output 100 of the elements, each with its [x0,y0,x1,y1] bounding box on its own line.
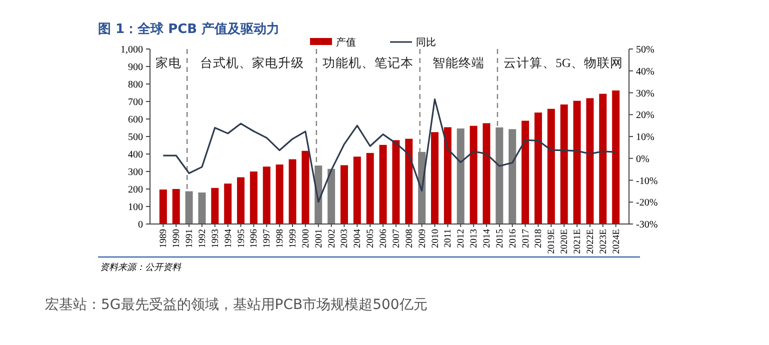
x-tick-label: 2021E [573,228,584,254]
annotation: 台式机、家电升级 [200,55,304,70]
y2-tick-label: 50% [636,44,654,56]
bar [456,128,464,224]
x-tick-label: 1998 [276,228,286,248]
bar [379,144,387,224]
bar [250,172,258,224]
bar [470,126,478,224]
x-tick-label: 2016 [508,228,518,248]
y2-tick-label: -30% [636,220,658,230]
line-series [162,98,617,203]
x-tick-label: 2022E [586,228,596,254]
x-tick-label: 1989 [159,228,170,248]
bar [482,123,490,224]
x-tick-label: 2001 [314,228,324,248]
bar [302,150,310,224]
text: 宏基站：5G最先受益的领域，基站用PCB市场规模超500亿元 [45,297,428,313]
x-tick-label: 2004 [353,228,364,248]
bar [392,140,400,224]
x-tick-label: 2002 [327,228,338,248]
y2-tick-label: 30% [636,88,654,100]
bar [224,184,232,224]
x-tick-label: 2011 [444,228,454,248]
x-tick-label: 2006 [379,228,390,248]
bar [599,94,607,224]
bar [534,112,542,224]
x-tick-label: 2018 [534,228,544,248]
x-tick-label: 2017 [521,228,532,248]
bar [612,90,620,224]
chart-title: 图 1：全球 PCB 产值及驱动力 [98,21,280,37]
annotation: 云计算、5G、物联网 [504,56,623,70]
y-tick-label: 500 [128,132,143,143]
x-tick-label: 2009 [418,228,428,248]
x-tick-label: 1996 [250,228,260,248]
annotation: 功能机、笔记本 [322,56,414,70]
annotation: 智能终端 [432,56,485,70]
bar [211,188,219,224]
x-tick-label: 1995 [236,228,247,248]
x-tick-label: 2000 [301,228,312,248]
bar [586,98,594,224]
bar [185,191,193,224]
bar [508,129,516,224]
bar [288,159,296,224]
bar [237,177,245,224]
x-tick-label: 1999 [288,228,299,248]
y-tick-label: 700 [128,97,143,108]
y-tick-label: 900 [128,62,143,73]
x-tick-label: 2003 [340,228,350,248]
x-tick-label: 2013 [470,228,480,248]
bar [431,132,439,224]
x-tick-label: 2010 [430,228,441,248]
y-tick-label: 1,000 [120,44,143,56]
bar [547,108,555,224]
legend-label: 产值 [336,36,356,48]
bar [172,189,180,224]
x-tick-label: 1993 [210,228,221,248]
x-tick-label: 2012 [456,228,467,248]
x-tick-label: 2023E [598,228,609,254]
y2-tick-label: 20% [636,110,654,122]
text: 资料来源：公开资料 [100,262,182,272]
y2-tick-label: 10% [636,132,654,143]
bar [522,120,530,224]
x-tick-label: 2019E [547,228,558,254]
annotation: 家电 [156,55,182,70]
x-tick-label: 2015 [495,228,506,248]
y-tick-label: 0 [138,220,143,230]
y2-tick-label: 0% [636,154,650,165]
bar [328,168,336,224]
x-tick-label: 1994 [224,228,234,248]
y-tick-label: 600 [128,114,143,126]
bar [276,164,284,224]
bar [366,152,374,224]
x-tick-label: 2020E [560,228,570,254]
bar [560,104,568,224]
y-tick-label: 100 [128,202,143,213]
x-tick-label: 1990 [172,228,182,248]
bar [159,190,167,224]
y-tick-label: 200 [128,184,143,196]
bar [340,165,348,224]
x-tick-label: 2008 [404,228,415,248]
bar [573,100,581,224]
x-tick-label: 2005 [366,228,376,248]
x-tick-label: 1991 [185,228,196,248]
y-tick-label: 400 [128,150,143,160]
y2-tick-label: -10% [636,176,658,187]
bar [444,127,452,224]
bar [198,192,206,224]
x-tick-label: 2024E [612,228,622,254]
bar [405,138,413,224]
y-tick-label: 300 [128,167,143,178]
x-tick-label: 1997 [262,228,273,248]
y2-tick-label: 40% [636,66,654,78]
bar [353,156,361,224]
bar [262,166,270,224]
y2-tick-label: -20% [636,198,658,209]
x-tick-label: 1992 [198,228,208,248]
x-tick-label: 2007 [392,228,402,248]
legend-label: 同比 [416,36,436,48]
y-tick-label: 800 [128,80,143,90]
x-tick-label: 2014 [482,228,492,248]
